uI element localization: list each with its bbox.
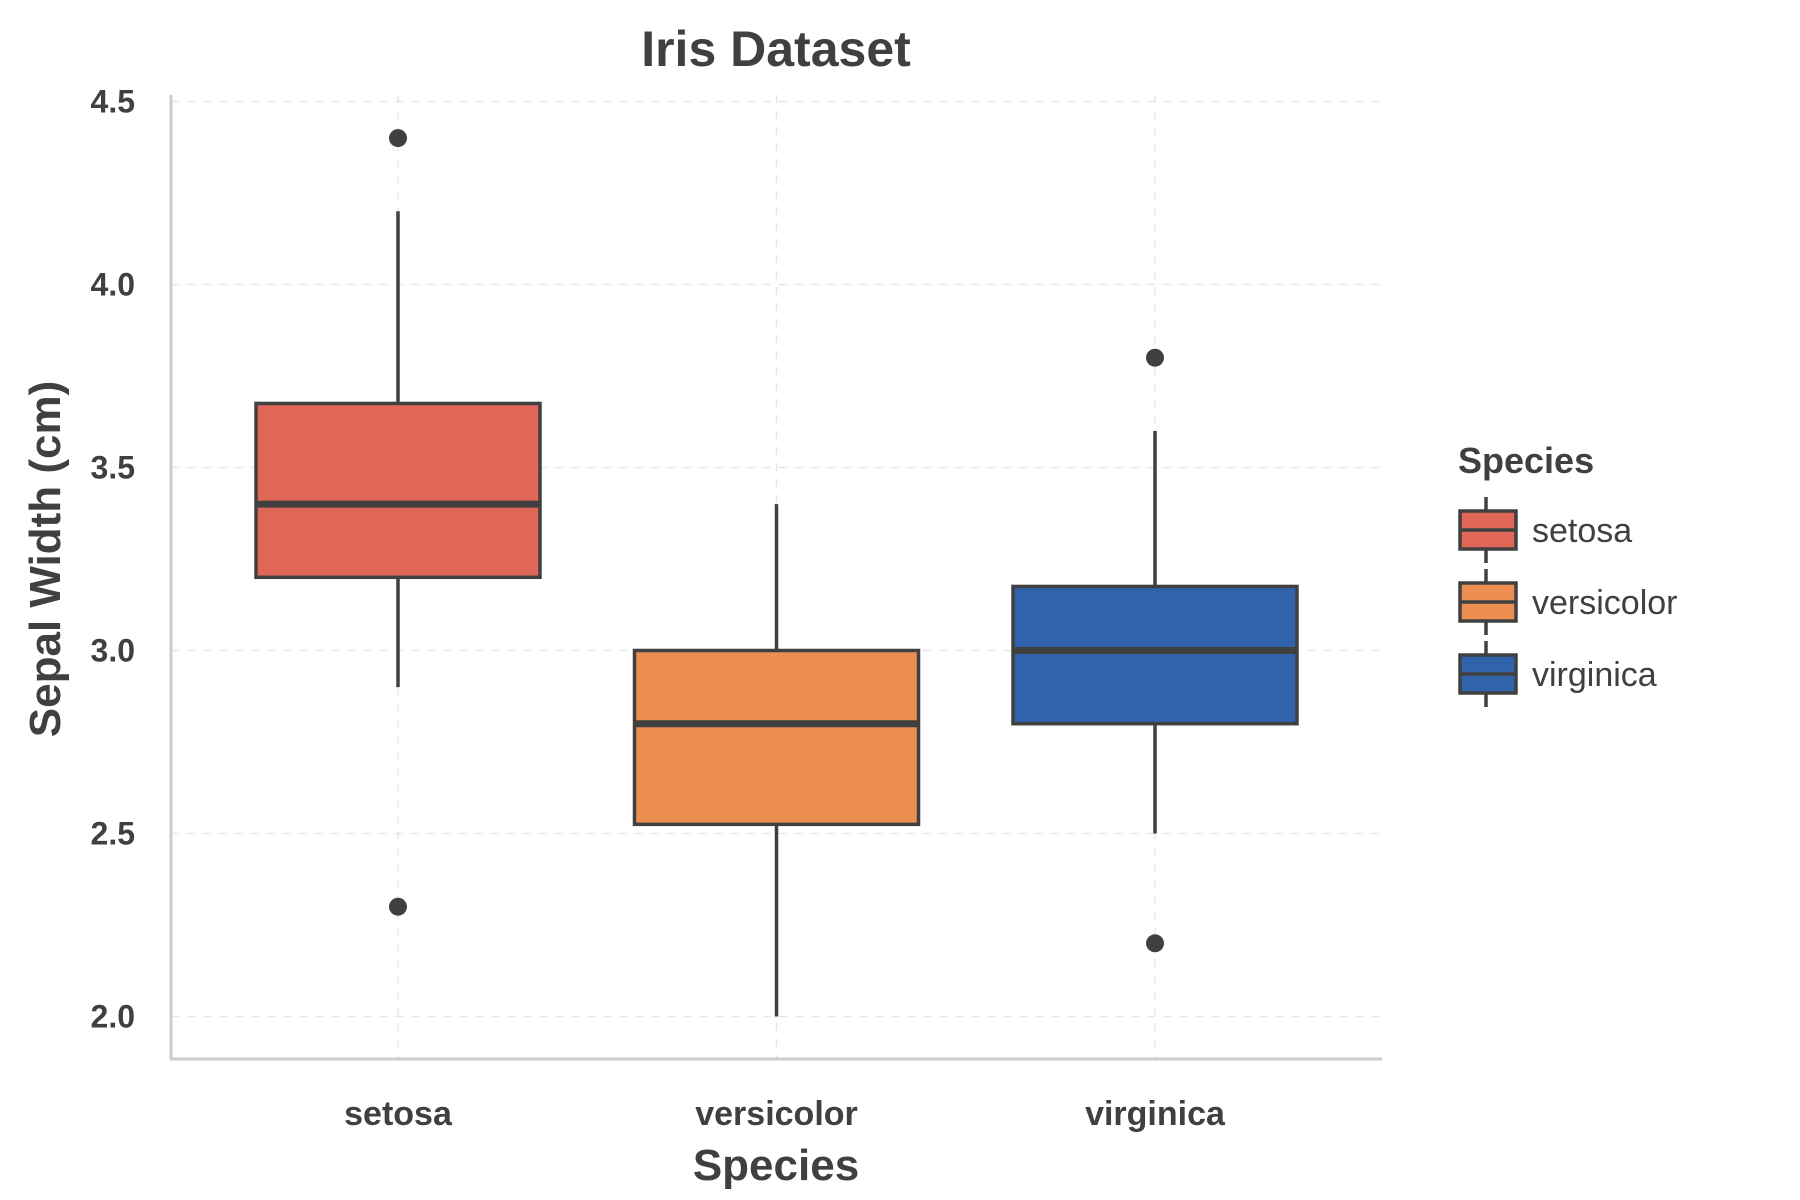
legend-item-versicolor: versicolor: [1458, 569, 1677, 635]
y-axis-label: Sepal Width (cm): [21, 381, 70, 738]
legend-item-virginica: virginica: [1458, 641, 1657, 707]
x-tick-label: versicolor: [695, 1095, 858, 1133]
y-tick-label: 2.0: [91, 999, 135, 1035]
x-tick-label: setosa: [344, 1095, 453, 1133]
legend-title: Species: [1458, 440, 1594, 481]
y-tick-label: 4.5: [91, 84, 135, 120]
legend: Species setosa versicolor virginica: [1458, 440, 1677, 707]
legend-label: versicolor: [1532, 584, 1677, 622]
y-tick-label: 4.0: [91, 267, 135, 303]
y-tick-label: 3.5: [91, 450, 135, 486]
x-tick-labels: setosa versicolor virginica: [344, 1095, 1226, 1133]
x-tick-label: virginica: [1085, 1095, 1226, 1133]
y-tick-label: 3.0: [91, 633, 135, 669]
y-tick-labels: 2.0 2.5 3.0 3.5 4.0 4.5: [91, 84, 135, 1035]
y-tick-label: 2.5: [91, 816, 135, 852]
box-versicolor: [632, 504, 921, 1017]
box-virginica: [1011, 348, 1299, 953]
iqr-box: [632, 648, 921, 827]
outlier-point: [389, 897, 407, 916]
legend-label: virginica: [1532, 656, 1657, 694]
x-axis-label: Species: [693, 1141, 859, 1190]
outlier-point: [389, 129, 407, 148]
chart-title: Iris Dataset: [641, 21, 911, 77]
outlier-point: [1146, 348, 1164, 367]
iqr-box: [1011, 584, 1299, 726]
outlier-point: [1146, 934, 1164, 953]
legend-item-setosa: setosa: [1458, 497, 1632, 563]
iqr-box: [254, 401, 542, 580]
legend-label: setosa: [1532, 512, 1632, 550]
box-setosa: [254, 129, 542, 916]
boxes: [254, 129, 1299, 1017]
